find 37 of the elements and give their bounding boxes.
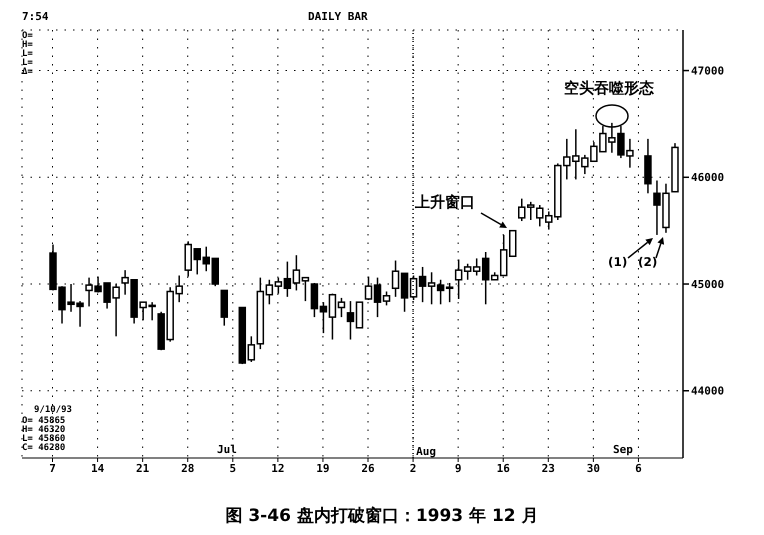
x-tick-label: 7 bbox=[49, 462, 56, 475]
annotation: L= 45860 bbox=[22, 434, 66, 444]
annotation: Sep bbox=[613, 443, 633, 456]
annotation: (1) bbox=[608, 255, 628, 270]
x-tick-label: 19 bbox=[316, 462, 330, 475]
annotation: 9/10/93 bbox=[34, 405, 72, 416]
text: L= bbox=[22, 49, 33, 59]
y-tick-label: 46000 bbox=[691, 171, 724, 184]
annotation: H= 46320 bbox=[22, 425, 66, 435]
x-tick-label: 14 bbox=[90, 462, 105, 475]
x-tick-label: 21 bbox=[136, 462, 150, 475]
x-tick-label: 2 bbox=[410, 462, 416, 475]
x-tick-label: 30 bbox=[586, 462, 600, 475]
y-tick-label: 44000 bbox=[691, 384, 724, 398]
y-tick-label: 47000 bbox=[691, 64, 724, 78]
x-tick-label: 12 bbox=[271, 462, 284, 475]
text: DAILY BAR bbox=[308, 10, 368, 24]
x-tick-label: 26 bbox=[361, 462, 376, 475]
annotation: 空头吞噬形态 bbox=[564, 79, 654, 97]
x-tick-label: 28 bbox=[181, 462, 194, 475]
x-tick-label: 6 bbox=[635, 462, 642, 475]
annotation: C= 46280 bbox=[22, 443, 66, 454]
annotation: 上升窗口 bbox=[415, 193, 475, 211]
annotation: O= 45865 bbox=[22, 416, 66, 426]
annotation: Jul bbox=[217, 443, 237, 456]
x-tick-label: 9 bbox=[454, 462, 462, 475]
text: O= bbox=[22, 31, 33, 41]
ref-line-label: Aug bbox=[416, 445, 436, 458]
x-tick-label: 23 bbox=[542, 462, 555, 475]
text: H= bbox=[22, 40, 33, 50]
x-tick-label: 5 bbox=[229, 462, 236, 475]
text: 图 3-46 盘内打破窗口：1993 年 12 月 bbox=[224, 505, 540, 527]
x-tick-label: 16 bbox=[496, 462, 510, 475]
text: 7:54 bbox=[22, 10, 48, 24]
text: L= bbox=[22, 58, 33, 68]
y-tick-label: 45000 bbox=[691, 278, 724, 291]
annotation: (2) bbox=[638, 255, 658, 270]
